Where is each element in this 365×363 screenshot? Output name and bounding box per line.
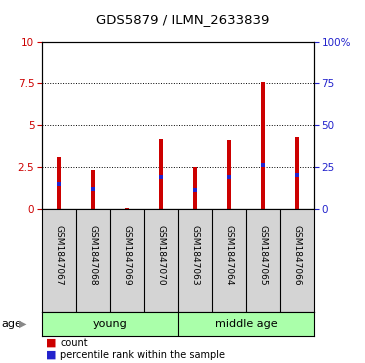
- Text: GSM1847069: GSM1847069: [122, 225, 131, 286]
- Bar: [261, 82, 265, 209]
- Bar: [178, 312, 314, 336]
- Bar: [159, 175, 163, 179]
- Text: GSM1847068: GSM1847068: [88, 225, 97, 286]
- Bar: [57, 157, 61, 209]
- Text: ■: ■: [46, 338, 56, 348]
- Bar: [57, 182, 61, 186]
- Bar: [193, 188, 197, 192]
- Bar: [193, 167, 197, 209]
- Text: GSM1847070: GSM1847070: [157, 225, 165, 286]
- Bar: [91, 170, 95, 209]
- Text: middle age: middle age: [215, 319, 277, 329]
- Bar: [159, 139, 163, 209]
- Text: young: young: [93, 319, 127, 329]
- Text: GSM1847065: GSM1847065: [258, 225, 268, 286]
- Text: ■: ■: [46, 350, 56, 360]
- Text: count: count: [60, 338, 88, 348]
- Text: GSM1847067: GSM1847067: [54, 225, 64, 286]
- Bar: [227, 175, 231, 179]
- Text: percentile rank within the sample: percentile rank within the sample: [60, 350, 225, 360]
- Bar: [91, 187, 95, 191]
- Text: age: age: [2, 319, 23, 329]
- Bar: [42, 312, 178, 336]
- Text: GSM1847064: GSM1847064: [224, 225, 234, 286]
- Bar: [295, 173, 299, 178]
- Bar: [261, 163, 265, 167]
- Text: GSM1847066: GSM1847066: [292, 225, 301, 286]
- Bar: [295, 137, 299, 209]
- Text: GSM1847063: GSM1847063: [191, 225, 199, 286]
- Text: ▶: ▶: [19, 319, 27, 329]
- Bar: [125, 208, 129, 209]
- Text: GDS5879 / ILMN_2633839: GDS5879 / ILMN_2633839: [96, 13, 269, 26]
- Bar: [227, 140, 231, 209]
